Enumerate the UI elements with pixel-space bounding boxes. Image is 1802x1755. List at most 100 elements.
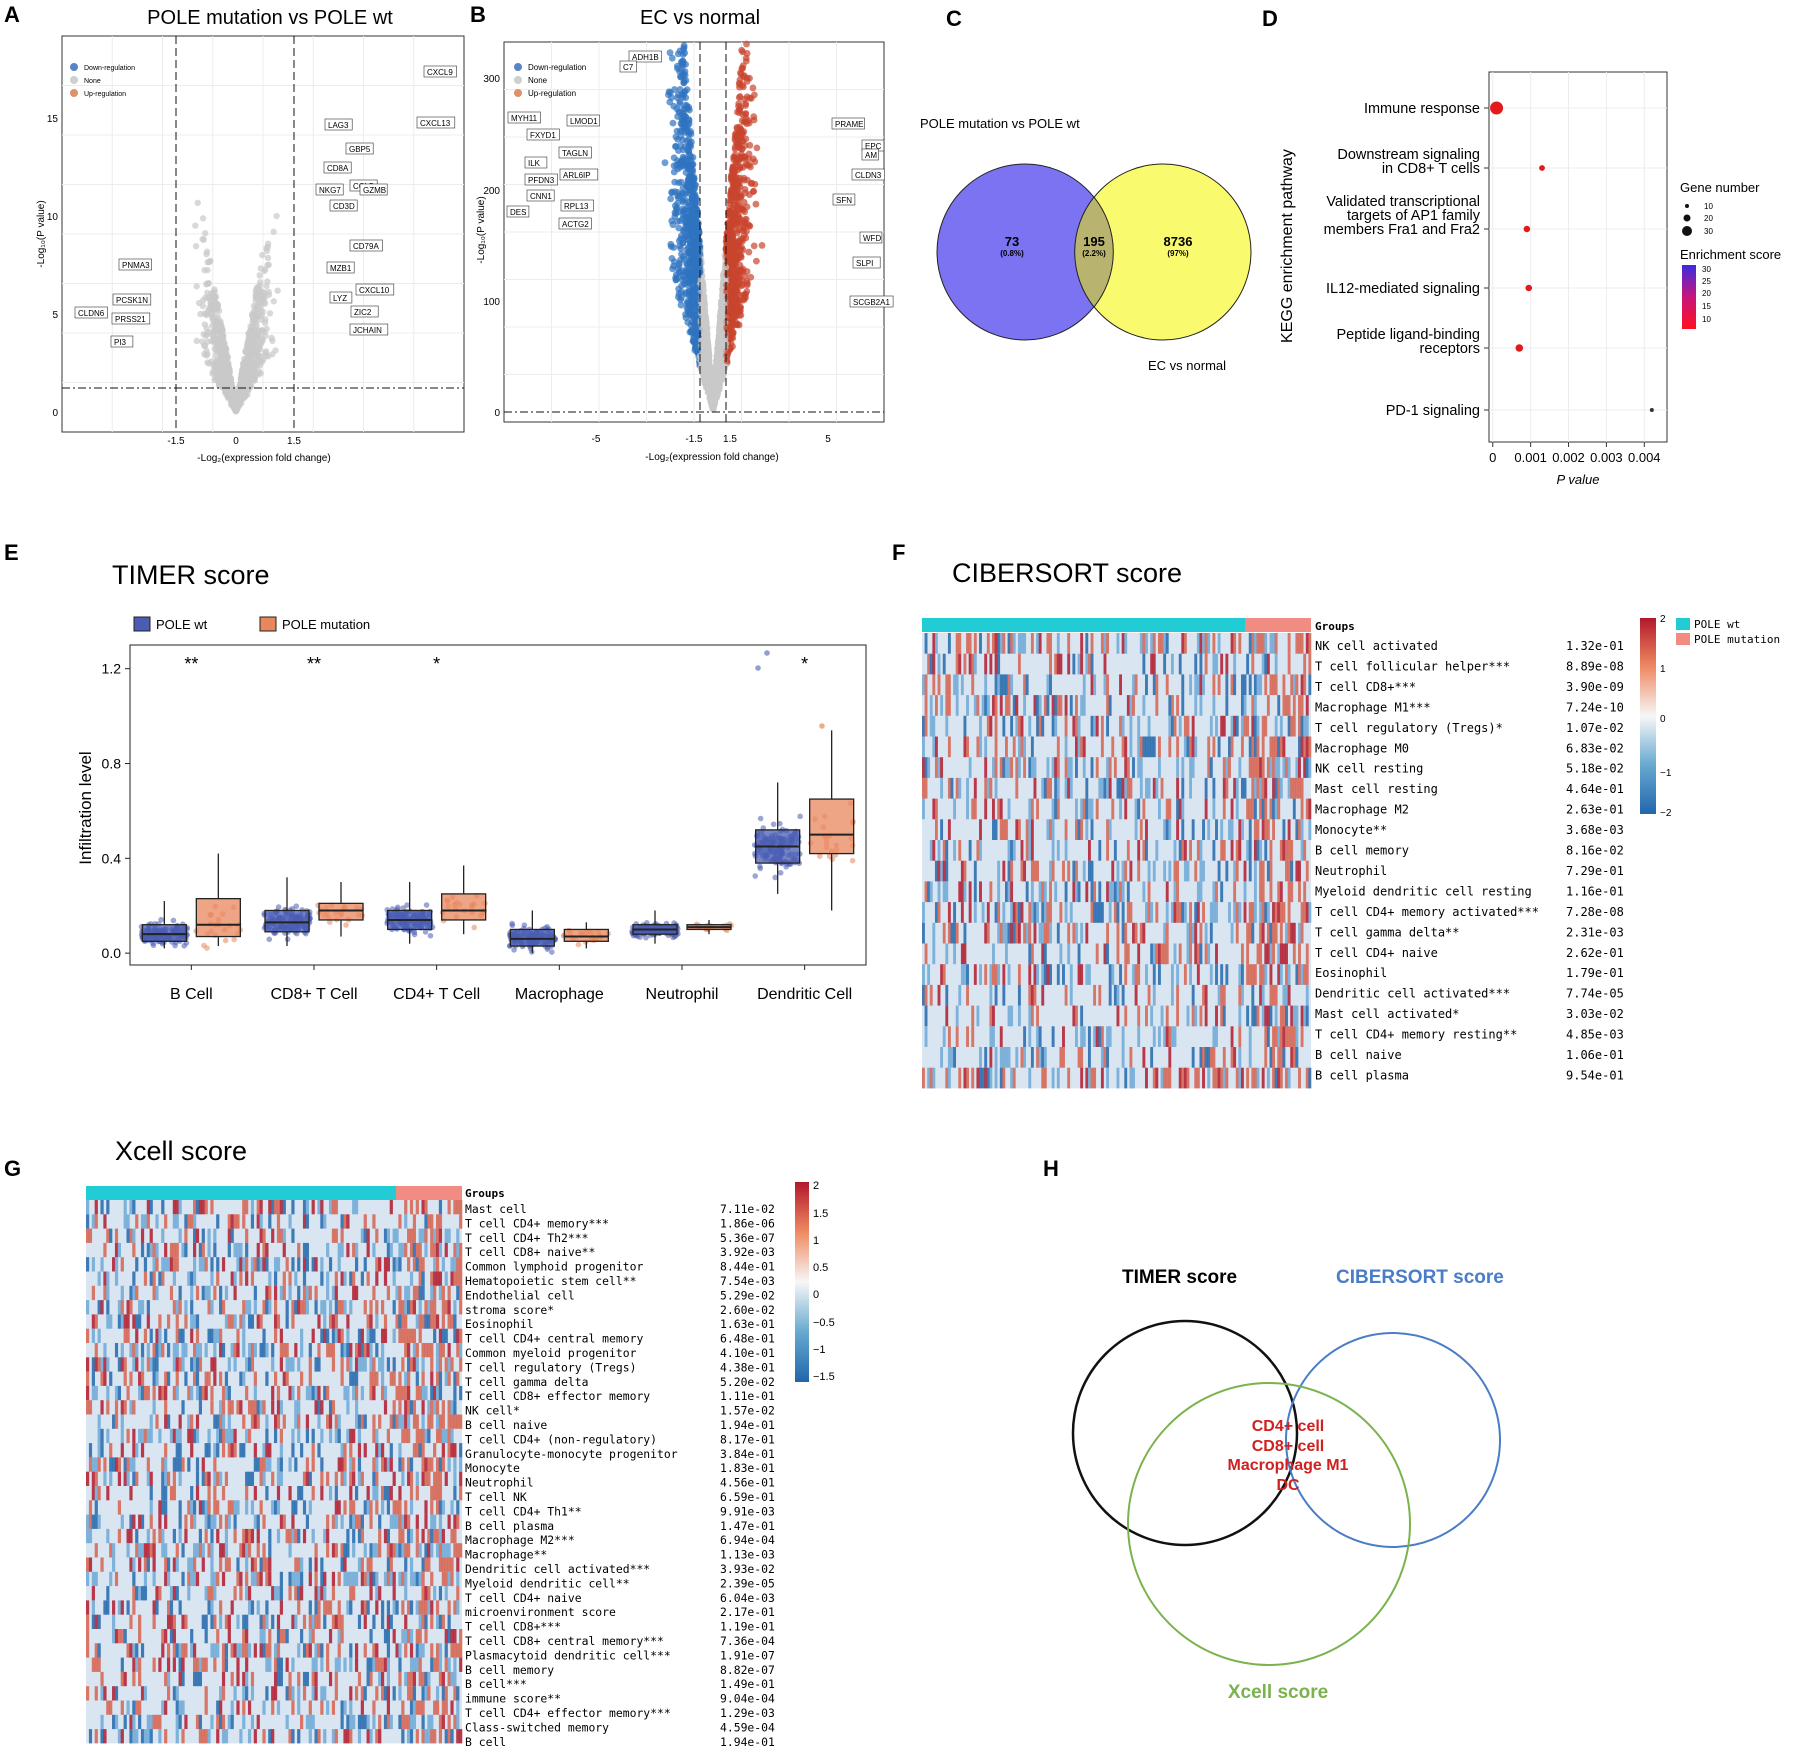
data-point bbox=[264, 278, 271, 285]
gene-label: CLDN3 bbox=[855, 171, 882, 180]
data-point bbox=[691, 216, 699, 224]
data-point bbox=[668, 54, 676, 62]
data-point bbox=[692, 296, 700, 304]
data-point bbox=[234, 399, 241, 406]
gene-label: LYZ bbox=[333, 294, 347, 303]
data-point bbox=[732, 313, 739, 321]
data-point bbox=[724, 294, 732, 301]
panel-e: E TIMER score POLE wt POLE mutation 0.00… bbox=[4, 540, 867, 1003]
data-point bbox=[737, 266, 745, 274]
data-point bbox=[735, 79, 743, 87]
data-point bbox=[210, 316, 217, 324]
panel-letter-b: B bbox=[470, 2, 486, 27]
significance-stars: ** bbox=[307, 654, 321, 674]
legend-pole-wt-swatch bbox=[133, 616, 151, 632]
significance-stars: ** bbox=[184, 654, 198, 674]
gene-label: CD8A bbox=[327, 164, 349, 173]
gene-label: LAG3 bbox=[328, 121, 349, 130]
data-point bbox=[743, 74, 751, 82]
data-point bbox=[686, 151, 694, 159]
data-point bbox=[218, 323, 225, 331]
data-point bbox=[264, 254, 272, 262]
data-point bbox=[680, 79, 688, 87]
x-tick-label: 0 bbox=[1489, 450, 1496, 465]
data-point bbox=[247, 378, 254, 385]
gene-label: SFN bbox=[836, 196, 852, 205]
venn-c-mid-count: 195 bbox=[1083, 234, 1105, 249]
data-point bbox=[678, 120, 686, 128]
legend-pole-mutation-label: POLE mutation bbox=[282, 617, 370, 632]
data-point bbox=[697, 317, 705, 325]
data-point bbox=[201, 230, 209, 237]
data-point bbox=[725, 304, 733, 312]
jitter-point bbox=[275, 904, 282, 910]
data-point bbox=[683, 127, 691, 135]
data-point bbox=[750, 242, 758, 250]
pathway-dot bbox=[1525, 284, 1533, 292]
data-point bbox=[242, 348, 250, 356]
gene-label: PCSK1N bbox=[116, 296, 148, 305]
gene-number-legend-title: Gene number bbox=[1680, 180, 1760, 195]
data-point bbox=[222, 353, 229, 360]
data-point bbox=[709, 398, 717, 405]
x-tick-label: 0.003 bbox=[1590, 450, 1623, 465]
gene-label: AM bbox=[865, 151, 877, 160]
data-point bbox=[737, 127, 745, 135]
venn-c-left-label: POLE mutation vs POLE wt bbox=[920, 116, 1080, 131]
data-point bbox=[683, 86, 691, 94]
venn-c-right-count: 8736 bbox=[1164, 234, 1193, 249]
data-point bbox=[253, 313, 260, 320]
data-point bbox=[269, 337, 276, 345]
data-point bbox=[203, 352, 210, 359]
gene-label: PFDN3 bbox=[528, 176, 555, 185]
pathway-dot bbox=[1539, 165, 1545, 171]
data-point bbox=[682, 182, 690, 190]
data-point bbox=[689, 178, 697, 186]
data-point bbox=[273, 212, 280, 220]
data-point bbox=[192, 243, 200, 250]
gene-label: NKG7 bbox=[319, 186, 341, 195]
data-point bbox=[199, 215, 207, 222]
data-point bbox=[691, 259, 698, 267]
gene-label: GZMB bbox=[363, 186, 386, 195]
gene-label: DES bbox=[510, 208, 526, 217]
data-point bbox=[257, 279, 264, 286]
data-point bbox=[209, 293, 217, 300]
data-point bbox=[670, 154, 678, 162]
data-point bbox=[199, 302, 207, 310]
panel-letter-c: C bbox=[946, 6, 962, 31]
data-point bbox=[257, 265, 264, 272]
panel-letter-e: E bbox=[4, 540, 19, 565]
gene-label: CXCL10 bbox=[359, 286, 390, 295]
data-point bbox=[737, 204, 745, 211]
pathway-label: members Fra1 and Fra2 bbox=[1324, 222, 1480, 238]
gene-label: WFD bbox=[863, 234, 881, 243]
panel-c: C POLE mutation vs POLE wt 73 (0.8%) 195… bbox=[920, 6, 1252, 373]
data-point bbox=[265, 261, 272, 269]
data-point bbox=[750, 113, 758, 121]
data-point bbox=[262, 349, 269, 357]
data-point bbox=[741, 155, 749, 162]
data-point bbox=[743, 287, 751, 295]
venn-c-left-pct: (0.8%) bbox=[1000, 249, 1024, 258]
gene-label: SLPI bbox=[856, 259, 873, 268]
data-point bbox=[668, 189, 676, 197]
gene-label: ACTG2 bbox=[562, 220, 589, 229]
data-point bbox=[735, 321, 743, 329]
legend-pole-mutation-swatch bbox=[259, 616, 277, 632]
data-point bbox=[683, 261, 691, 269]
gene-number-20-label: 20 bbox=[1704, 214, 1713, 223]
data-point bbox=[682, 60, 690, 68]
data-point bbox=[269, 351, 276, 358]
panel-d-ylabel: KEGG enrichment pathway bbox=[1279, 149, 1296, 343]
data-point bbox=[670, 168, 678, 176]
enrichment-score-ticks: 30 25 20 15 10 bbox=[1702, 265, 1711, 324]
data-point bbox=[751, 158, 759, 166]
jitter-point bbox=[172, 942, 178, 949]
jitter-point bbox=[231, 936, 237, 943]
pathway-dot bbox=[1515, 344, 1524, 352]
panel-b-title: EC vs normal bbox=[640, 7, 760, 29]
data-point bbox=[728, 257, 736, 265]
data-point bbox=[715, 353, 723, 361]
data-point bbox=[681, 233, 689, 241]
